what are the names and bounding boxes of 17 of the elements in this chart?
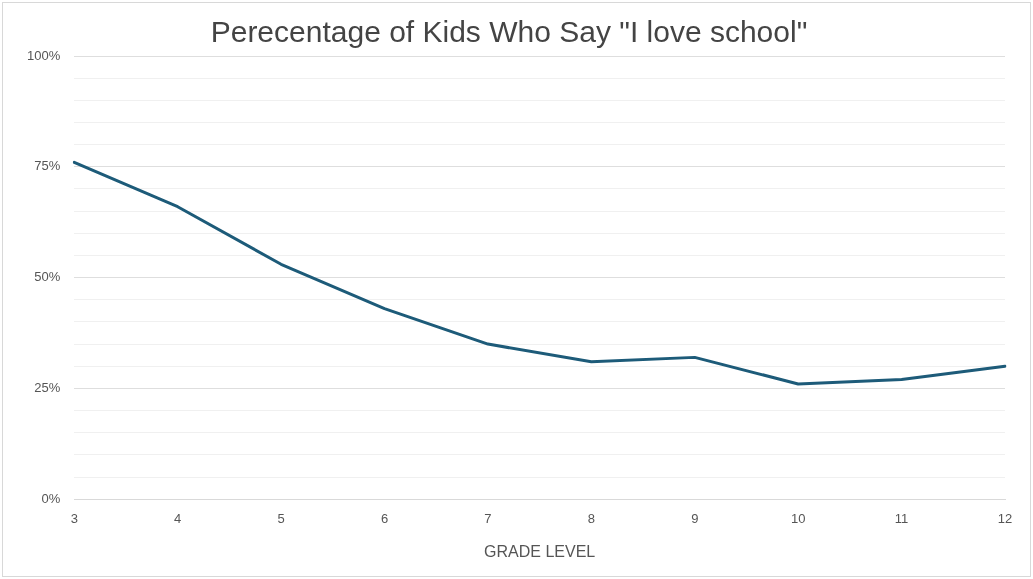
y-tick-label: 0% bbox=[41, 490, 61, 506]
x-tick-label: 8 bbox=[587, 510, 595, 526]
x-tick-label: 4 bbox=[174, 510, 182, 526]
x-axis-title: GRADE LEVEL bbox=[484, 542, 596, 560]
x-tick-label: 12 bbox=[997, 510, 1013, 526]
x-tick-label: 9 bbox=[691, 510, 699, 526]
x-tick-label: 10 bbox=[790, 510, 806, 526]
x-tick-label: 11 bbox=[894, 510, 909, 526]
x-tick-label: 6 bbox=[380, 510, 389, 526]
chart-title: Perecentage of Kids Who Say "I love school" bbox=[210, 15, 808, 49]
x-tick-label: 3 bbox=[70, 510, 78, 526]
y-tick-label: 100% bbox=[27, 47, 61, 63]
x-tick-label: 5 bbox=[277, 510, 285, 526]
x-tick-label: 7 bbox=[484, 510, 492, 526]
y-tick-label: 75% bbox=[34, 158, 61, 174]
y-tick-label: 50% bbox=[34, 269, 61, 285]
y-tick-label: 25% bbox=[34, 379, 61, 395]
